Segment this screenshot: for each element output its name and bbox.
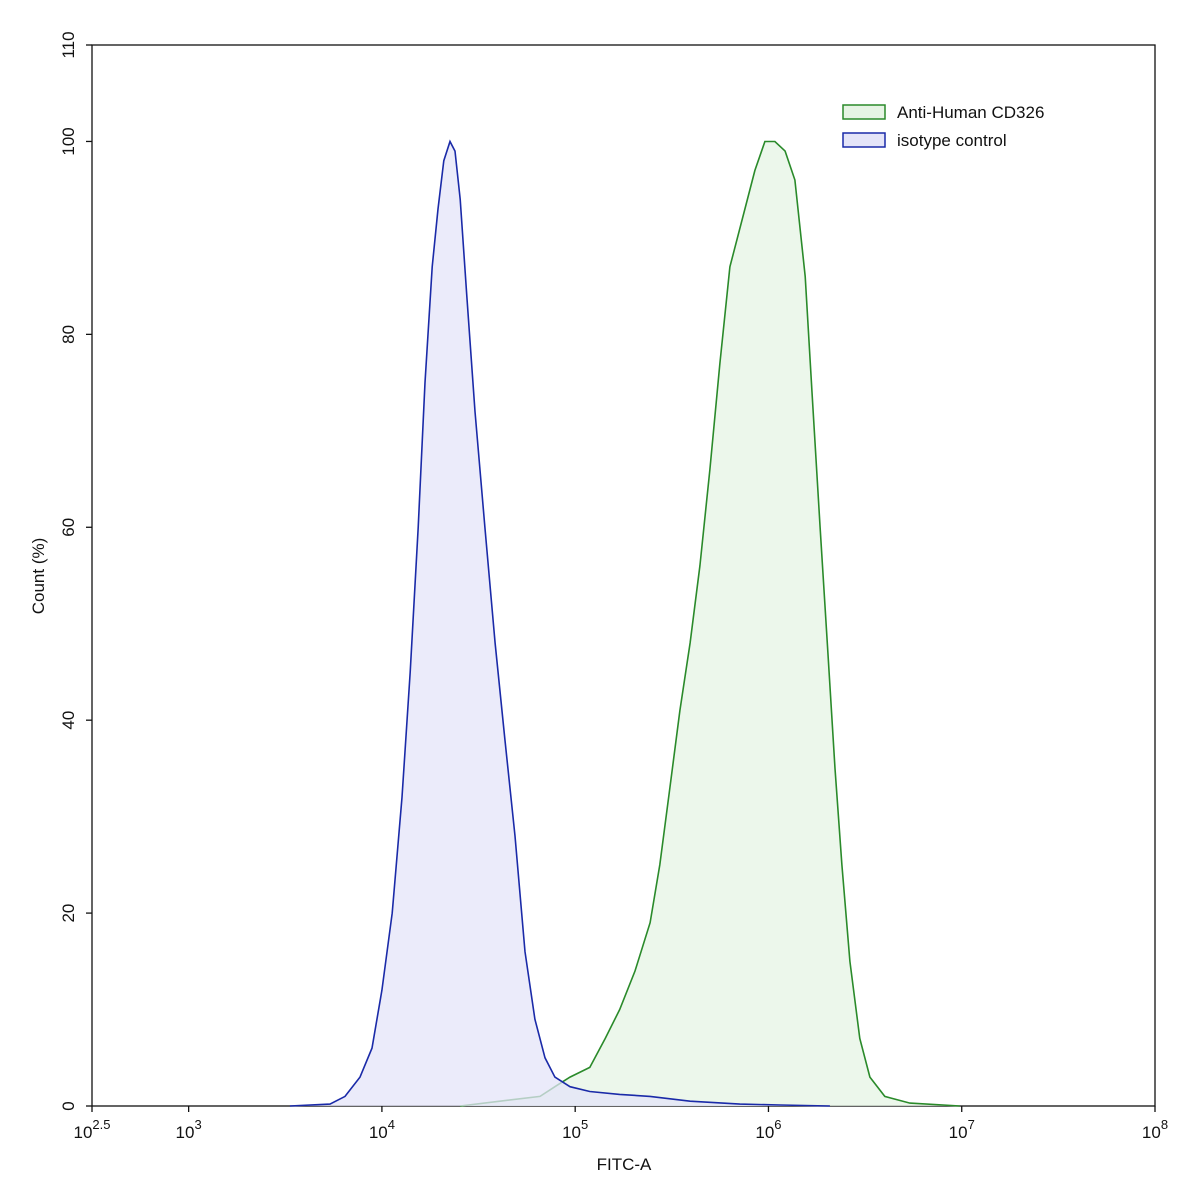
- y-axis-label: Count (%): [29, 538, 48, 615]
- y-tick-label: 80: [59, 325, 78, 344]
- histogram-line: [289, 139, 830, 1107]
- area-fill: [460, 141, 960, 1106]
- y-tick-label: 60: [59, 518, 78, 537]
- x-axis-label: FITC-A: [597, 1155, 652, 1174]
- x-tick-exponent: 3: [194, 1117, 201, 1132]
- legend-label: Anti-Human CD326: [897, 103, 1044, 122]
- x-tick-exponent: 4: [388, 1117, 395, 1132]
- x-tick-base: 10: [176, 1123, 195, 1142]
- x-tick-exponent: 5: [581, 1117, 588, 1132]
- x-tick-base: 10: [74, 1123, 93, 1142]
- area-fill: [289, 141, 830, 1106]
- y-tick-label: 110: [59, 31, 78, 58]
- legend-label: isotype control: [897, 131, 1007, 150]
- x-tick-label: 104: [369, 1117, 395, 1142]
- histogram-line: [460, 140, 960, 1107]
- x-tick-label: 107: [949, 1117, 975, 1142]
- x-tick-exponent: 8: [1161, 1117, 1168, 1132]
- x-tick-label: 105: [562, 1117, 588, 1142]
- x-tick-label: 108: [1142, 1117, 1168, 1142]
- legend-swatch: [842, 104, 886, 120]
- y-tick-label: 20: [59, 904, 78, 923]
- x-tick-exponent: 2.5: [92, 1117, 110, 1132]
- x-tick-exponent: 7: [968, 1117, 975, 1132]
- y-tick-label: 0: [59, 1101, 78, 1110]
- x-tick-label: 102.5: [74, 1117, 111, 1142]
- x-tick-label: 106: [755, 1117, 781, 1142]
- x-tick-base: 10: [755, 1123, 774, 1142]
- y-tick-label: 100: [59, 127, 78, 155]
- x-tick-base: 10: [949, 1123, 968, 1142]
- legend-swatch: [842, 132, 886, 148]
- x-tick-base: 10: [1142, 1123, 1161, 1142]
- y-tick-label: 40: [59, 711, 78, 730]
- x-tick-label: 103: [176, 1117, 202, 1142]
- x-tick-exponent: 6: [774, 1117, 781, 1132]
- x-tick-base: 10: [369, 1123, 388, 1142]
- x-tick-base: 10: [562, 1123, 581, 1142]
- plot-frame: [91, 44, 1156, 1107]
- series-layer: [289, 139, 960, 1107]
